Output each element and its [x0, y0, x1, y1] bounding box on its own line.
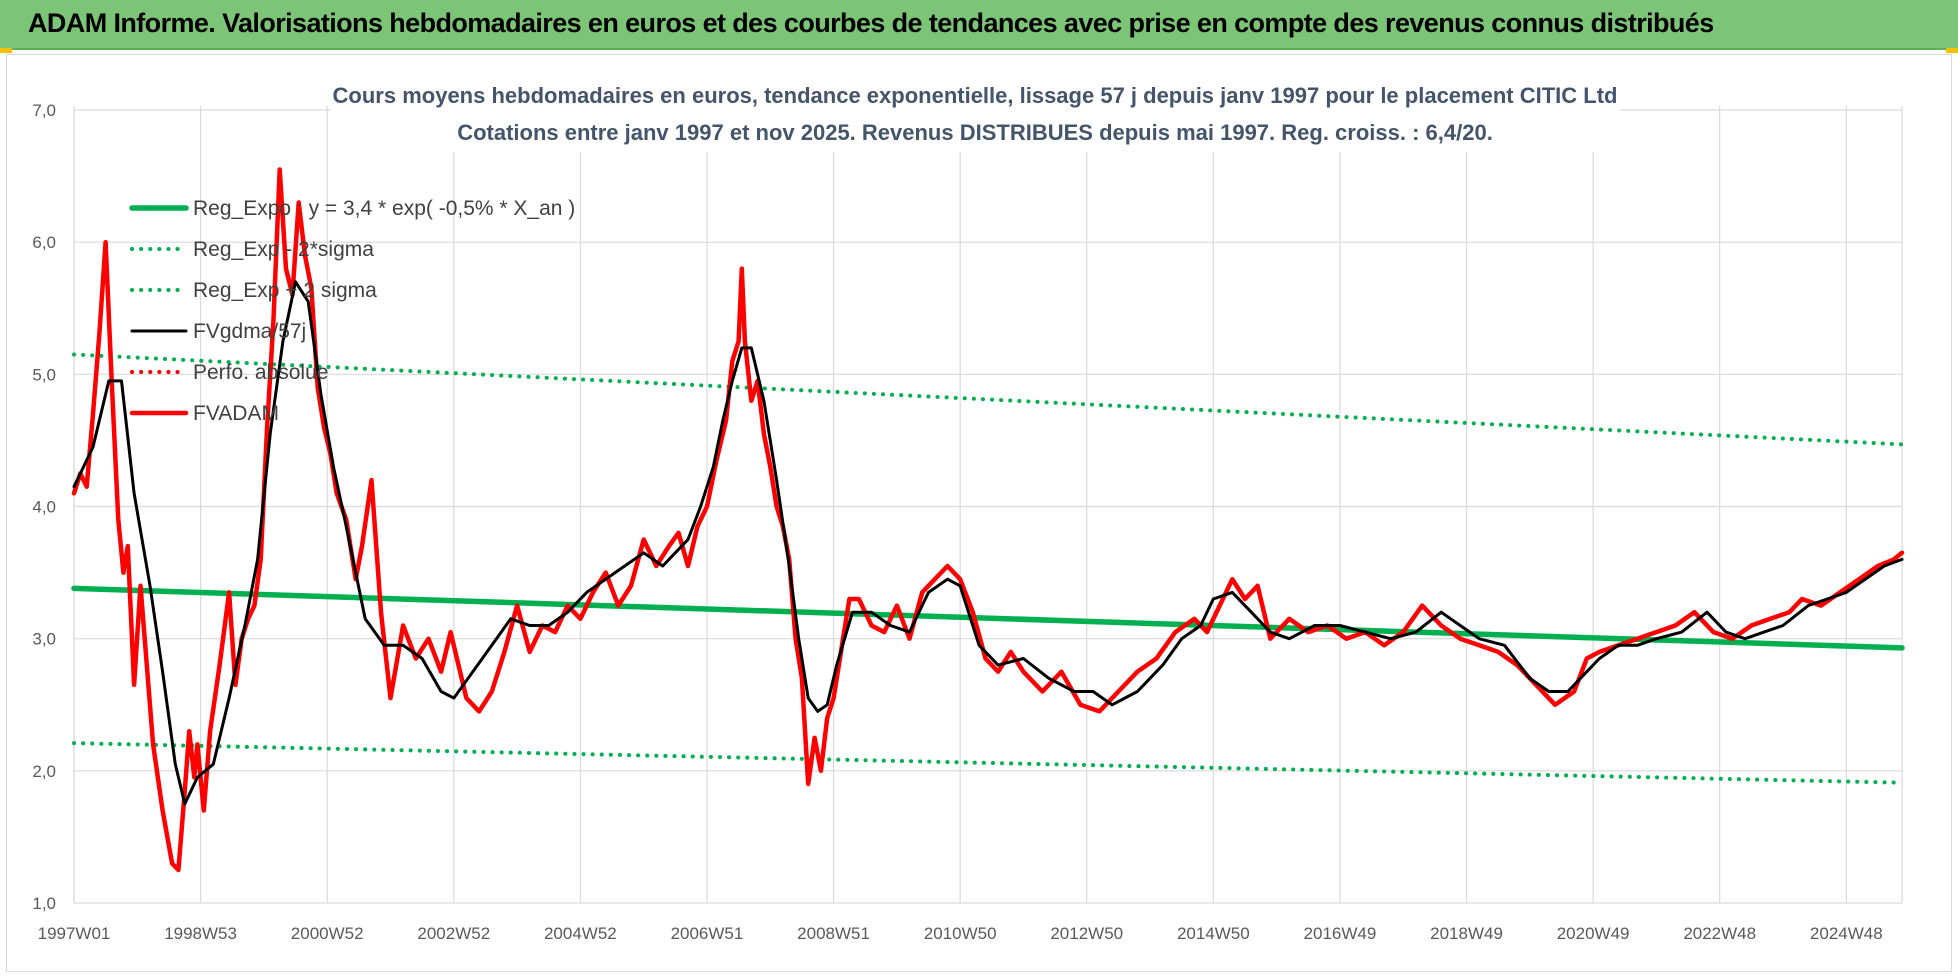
- y-tick-label: 1,0: [32, 894, 56, 913]
- report-title: ADAM Informe. Valorisations hebdomadaire…: [28, 8, 1714, 38]
- corner-accent-left: [0, 48, 12, 53]
- title-background: [330, 76, 1620, 152]
- x-tick-label: 2018W49: [1430, 924, 1503, 943]
- legend-label: Reg_Exp + 2 sigma: [193, 279, 377, 302]
- x-tick-label: 1998W53: [164, 924, 237, 943]
- series-line-1: [72, 741, 1904, 785]
- x-tick-label: 2014W50: [1177, 924, 1250, 943]
- series-line-2: [72, 352, 1904, 447]
- corner-accent-right: [1946, 48, 1958, 53]
- series-layer: [71, 167, 1905, 873]
- x-tick-label: 2006W51: [671, 924, 744, 943]
- x-tick-label: 2020W49: [1557, 924, 1630, 943]
- y-tick-label: 5,0: [32, 365, 56, 384]
- legend-label: FVgdma/57j: [193, 320, 306, 343]
- chart-title-group: Cours moyens hebdomadaires en euros, ten…: [330, 76, 1620, 152]
- grid: [73, 106, 1903, 904]
- y-axis-ticks: 1,0 2,0 3,0 4,0 5,0 6,0 7,0: [32, 101, 56, 913]
- y-tick-label: 4,0: [32, 498, 56, 517]
- x-tick-label: 2012W50: [1050, 924, 1123, 943]
- chart-frame: [6, 54, 1952, 972]
- x-tick-label: 2002W52: [417, 924, 490, 943]
- x-tick-label: 2016W49: [1304, 924, 1377, 943]
- y-tick-label: 2,0: [32, 762, 56, 781]
- x-tick-label: 2010W50: [924, 924, 997, 943]
- y-tick-label: 6,0: [32, 233, 56, 252]
- x-tick-label: 2024W48: [1810, 924, 1883, 943]
- x-tick-label: 2022W48: [1683, 924, 1756, 943]
- series-line-5: [71, 167, 1905, 873]
- x-tick-label: 2008W51: [797, 924, 870, 943]
- legend-label: Reg_Expo : y = 3,4 * exp( -0,5% * X_an ): [193, 197, 575, 220]
- x-tick-label: 2000W52: [291, 924, 364, 943]
- legend: Reg_Expo : y = 3,4 * exp( -0,5% * X_an )…: [129, 197, 575, 425]
- y-tick-label: 7,0: [32, 101, 56, 120]
- x-tick-label: 1997W01: [38, 924, 111, 943]
- legend-label: Reg_Exp - 2*sigma: [193, 238, 374, 261]
- header-banner: ADAM Informe. Valorisations hebdomadaire…: [0, 0, 1958, 50]
- x-tick-label: 2004W52: [544, 924, 617, 943]
- legend-label: FVADAM: [193, 402, 279, 425]
- chart-subtitle: Cotations entre janv 1997 et nov 2025. R…: [457, 120, 1493, 145]
- series-line-3: [72, 280, 1904, 806]
- legend-label: Perfo. absolue: [193, 361, 328, 384]
- chart-title: Cours moyens hebdomadaires en euros, ten…: [333, 83, 1618, 108]
- x-axis-ticks: 1997W01 1998W53 2000W52 2002W52 2004W52 2006W…: [38, 924, 1883, 943]
- y-tick-label: 3,0: [32, 630, 56, 649]
